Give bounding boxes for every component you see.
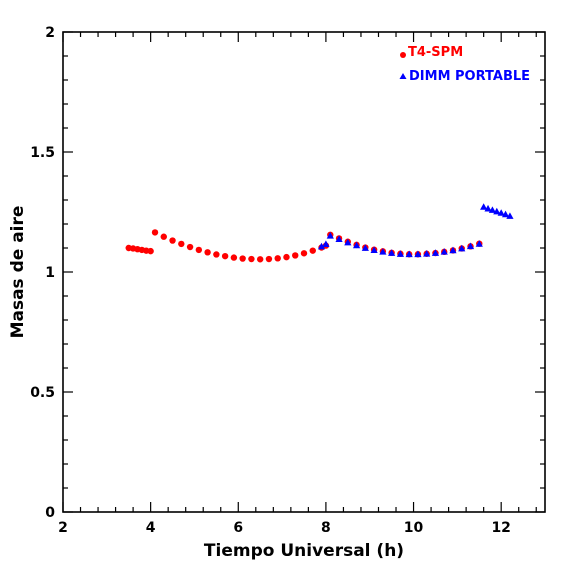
dimm-portable-point xyxy=(493,207,501,215)
dimm-portable-point xyxy=(423,250,431,257)
x-axis-title: Tiempo Universal (h) xyxy=(204,541,404,561)
t4-spm-point xyxy=(151,229,159,236)
dimm-portable-point xyxy=(344,238,352,246)
t4-spm-point xyxy=(204,249,211,256)
dimm-portable-point xyxy=(440,248,448,255)
t4-spm-point xyxy=(283,253,290,261)
t4-spm-point xyxy=(300,250,308,257)
y-axis-title: Masas de aire xyxy=(8,206,28,339)
t4-spm-point xyxy=(147,247,154,255)
y-tick-label: 2 xyxy=(45,25,55,41)
t4-spm-point xyxy=(186,243,194,251)
x-tick-label: 4 xyxy=(146,520,156,536)
dimm-portable-point xyxy=(405,250,413,258)
t4-spm-point xyxy=(169,237,176,244)
plot-frame xyxy=(62,31,546,513)
t4-spm-point xyxy=(292,252,299,259)
axis-tick-labels: 2 4 6 8 10 12 0 0.5 1 1.5 2 xyxy=(30,25,511,536)
t4-spm-point xyxy=(274,255,281,262)
axis-ticks xyxy=(62,31,545,513)
x-tick-label: 8 xyxy=(321,520,331,536)
dimm-portable-point xyxy=(388,249,396,256)
dimm-portable-point xyxy=(506,212,514,219)
t4-spm-point xyxy=(178,240,185,248)
dimm-portable-point xyxy=(488,206,497,213)
y-tick-label: 1.5 xyxy=(30,145,55,161)
dimm-portable-point xyxy=(352,241,361,249)
dimm-portable-point xyxy=(326,232,334,239)
dimm-portable-point xyxy=(501,210,510,218)
dimm-portable-point xyxy=(484,204,492,212)
legend: T4-SPM DIMM PORTABLE xyxy=(399,45,530,84)
dimm-portable-point xyxy=(466,242,475,250)
dimm-portable-point xyxy=(396,250,404,257)
dimm-portable-point xyxy=(335,235,343,242)
dimm-portable-point xyxy=(497,209,505,216)
y-tick-label: 0.5 xyxy=(30,385,55,401)
legend-label-dimm-portable: DIMM PORTABLE xyxy=(409,69,530,84)
x-tick-label: 10 xyxy=(404,520,424,536)
x-tick-label: 6 xyxy=(233,520,243,536)
legend-label-t4-spm: T4-SPM xyxy=(408,45,463,60)
t4-spm-point xyxy=(239,255,246,262)
dimm-portable-point xyxy=(322,240,330,247)
data-points xyxy=(125,203,514,263)
y-tick-label: 0 xyxy=(45,505,55,521)
t4-spm-point xyxy=(195,246,203,254)
t4-spm-point xyxy=(309,247,316,254)
x-tick-label: 12 xyxy=(491,520,510,536)
dimm-portable-point xyxy=(458,244,466,252)
dimm-portable-point xyxy=(475,240,483,247)
x-tick-label: 2 xyxy=(58,520,68,536)
dimm-portable-point xyxy=(480,203,488,210)
t4-spm-point xyxy=(265,255,273,263)
dimm-portable-point xyxy=(317,242,326,250)
dimm-portable-point xyxy=(370,246,378,253)
t4-spm-point xyxy=(230,254,238,261)
dimm-portable-point xyxy=(431,249,440,256)
t4-spm-point xyxy=(248,255,255,263)
dimm-portable-point xyxy=(361,244,369,251)
t4-spm-point xyxy=(213,251,220,258)
t4-spm-point xyxy=(256,256,264,263)
dimm-portable-point xyxy=(379,248,387,255)
t4-spm-point xyxy=(160,233,167,240)
dimm-portable-point xyxy=(414,250,422,258)
legend-marker-t4-spm xyxy=(400,52,406,58)
dimm-portable-point xyxy=(449,246,457,254)
t4-spm-point xyxy=(221,252,229,260)
legend-marker-dimm-portable xyxy=(399,73,407,79)
y-tick-label: 1 xyxy=(45,265,55,281)
